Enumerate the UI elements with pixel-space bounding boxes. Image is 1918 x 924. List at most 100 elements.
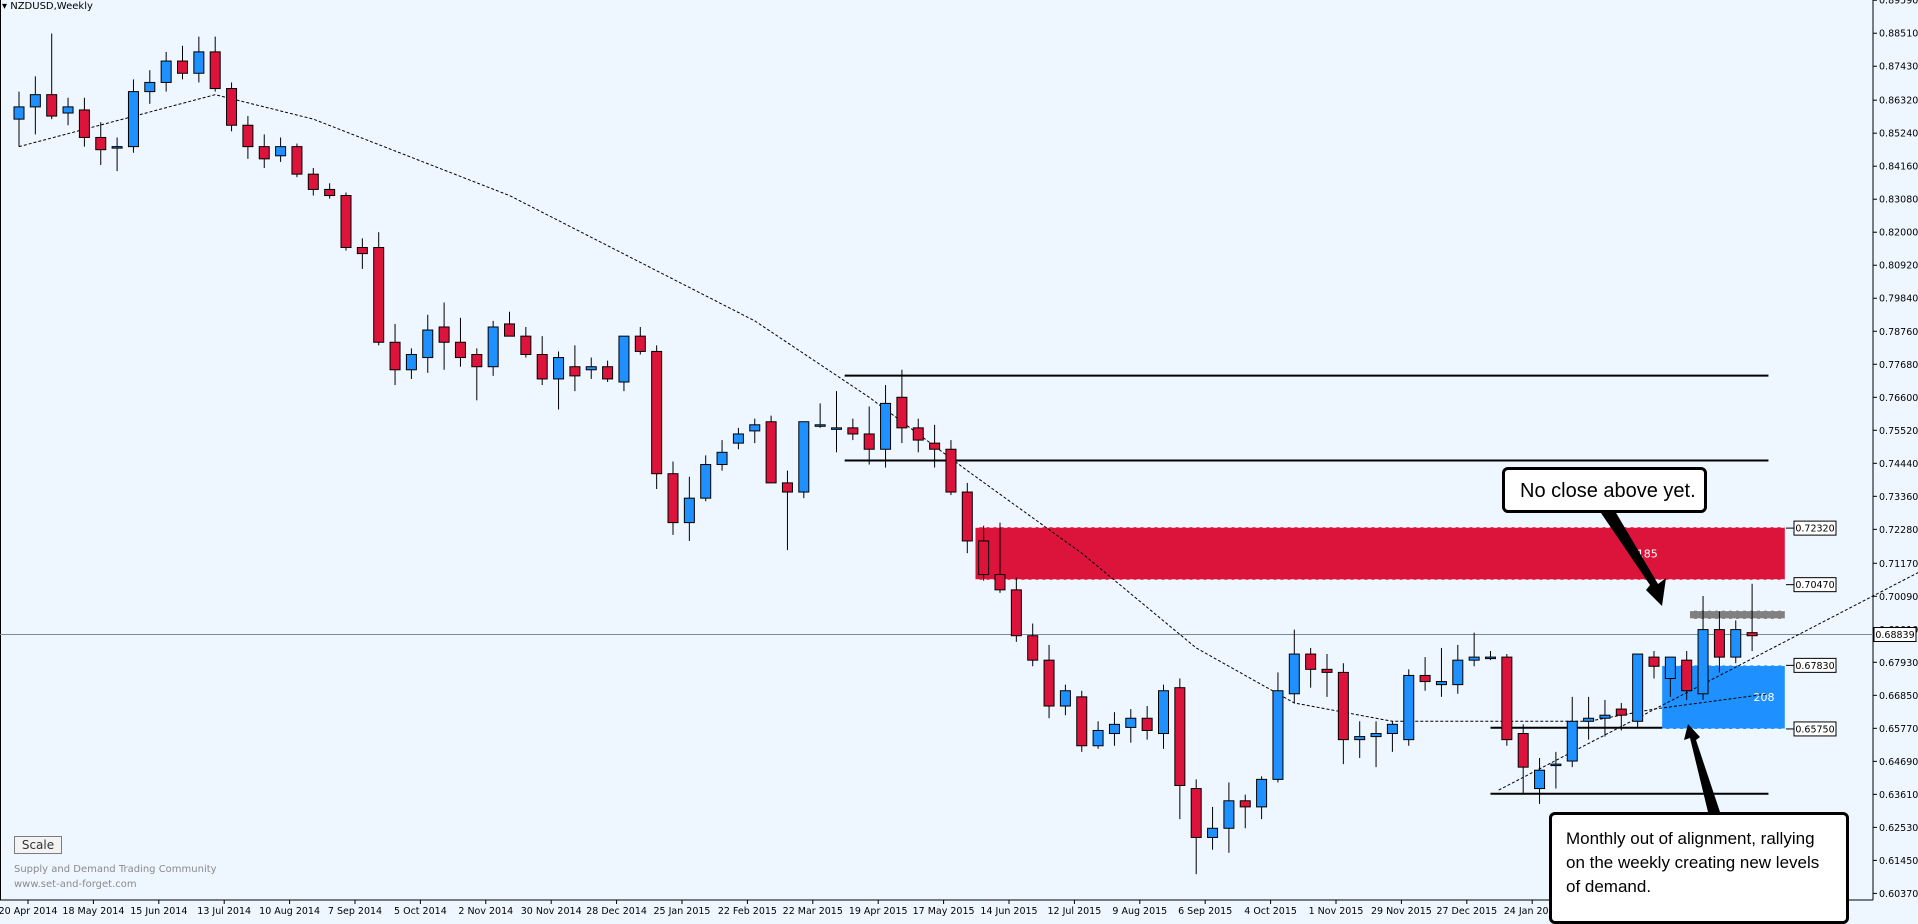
y-tick-label: 0.89590 [1879,0,1918,7]
zone-rect [1689,610,1785,619]
candle-body [1108,723,1120,735]
candle-body [569,366,581,377]
candle-body [226,88,238,126]
y-tick-label: 0.74440 [1879,459,1918,470]
x-tick-label: 28 Dec 2014 [586,906,647,917]
y-tick-label: 0.61450 [1879,856,1918,867]
candle-body [1174,687,1186,786]
x-tick-label: 9 Aug 2015 [1112,906,1167,917]
candle-body [929,442,941,450]
candle-body [356,247,368,255]
candle-body [1615,708,1627,716]
candle-body [880,402,892,450]
candle-body [814,424,826,427]
candle-body [1321,668,1333,673]
candle-body [585,366,597,371]
current-price-label: 0.68839 [1875,630,1914,641]
candle-body [291,146,303,175]
candle-body [144,81,156,93]
candle-body [1190,788,1202,838]
candle-body [1027,635,1039,661]
candle-body [373,247,385,343]
candle-body [1239,800,1251,808]
y-tick-label: 0.67930 [1879,658,1918,669]
candle-body [667,473,679,524]
candle-body [1746,632,1758,637]
callout-text-top: No close above yet. [1520,480,1696,502]
candle-body [1223,800,1235,829]
zone-rect [975,527,1785,580]
candle-body [62,106,74,114]
callout-monthly-alignment: Monthly out of alignment, rallying on th… [1549,812,1849,924]
x-tick-label: 2 Nov 2014 [458,906,513,917]
candle-body [454,341,466,359]
candle-body [1468,656,1480,661]
y-tick-label: 0.64690 [1879,757,1918,768]
candle-body [749,424,761,432]
candle-body [1386,723,1398,735]
candle-body [716,451,728,466]
price-label-box [1793,520,1837,536]
candle-body [471,353,483,368]
candle-body [1272,690,1284,780]
x-tick-label: 4 Oct 2015 [1244,906,1297,917]
candle-body [1288,653,1300,695]
x-tick-label: 12 Jul 2015 [1048,906,1102,917]
x-tick-label: 5 Oct 2014 [394,906,447,917]
candle-body [781,482,793,493]
candle-body [634,335,646,352]
candle-body [13,106,25,120]
candle-body [651,350,663,475]
y-tick-label: 0.66850 [1879,691,1918,702]
candle-body [29,94,41,108]
candle-body [209,51,221,90]
x-tick-label: 25 Jan 2015 [654,906,711,917]
price-label-text: 0.65750 [1795,724,1834,735]
price-label-text: 0.72320 [1795,524,1834,535]
y-tick-label: 0.75520 [1879,426,1918,437]
candle-body [1501,656,1513,741]
candle-body [1599,714,1611,719]
y-tick-label: 0.77680 [1879,360,1918,371]
candle-body [422,329,434,359]
y-tick-label: 0.84160 [1879,162,1918,173]
candle-body [1158,690,1169,735]
candle-body [978,540,990,576]
candle-body [1632,653,1644,722]
candle-body [177,60,188,74]
x-tick-label: 22 Mar 2015 [783,906,843,917]
y-tick-label: 0.87430 [1879,62,1918,73]
candle-body [1697,629,1709,695]
y-tick-label: 0.73360 [1879,492,1918,503]
candle-body [1337,671,1349,741]
candle-body [1534,769,1546,790]
callout-arrow-top [1601,506,1666,606]
candle-body [324,188,336,197]
y-tick-label: 0.60370 [1879,889,1918,900]
candle-body [1452,659,1464,686]
candle-body [1092,729,1104,747]
price-label-text: 0.67830 [1795,661,1834,672]
price-label-box [1793,721,1837,737]
y-tick-label: 0.71170 [1879,559,1918,570]
x-tick-label: 1 Nov 2015 [1309,906,1364,917]
candle-body [1713,629,1725,658]
candle-body [520,335,532,355]
candle-body [95,136,107,151]
candle-body [1141,717,1153,731]
zone-label: 208 [1753,691,1774,704]
candle-body [242,124,254,148]
candle-body [765,421,777,484]
candle-body [732,433,744,444]
candle-body [275,146,287,157]
callout-text-bottom: Monthly out of alignment, rallying on th… [1566,829,1820,896]
candle-body [340,195,352,249]
candle-body [78,109,90,138]
dropdown-arrow-icon[interactable]: ▾ [2,1,8,12]
candle-body [1305,653,1317,670]
candle-body [1485,656,1496,660]
candle-body [863,433,875,450]
scale-button[interactable]: Scale [14,836,62,854]
candle-body [487,326,499,368]
x-tick-label: 10 Aug 2014 [259,906,320,917]
